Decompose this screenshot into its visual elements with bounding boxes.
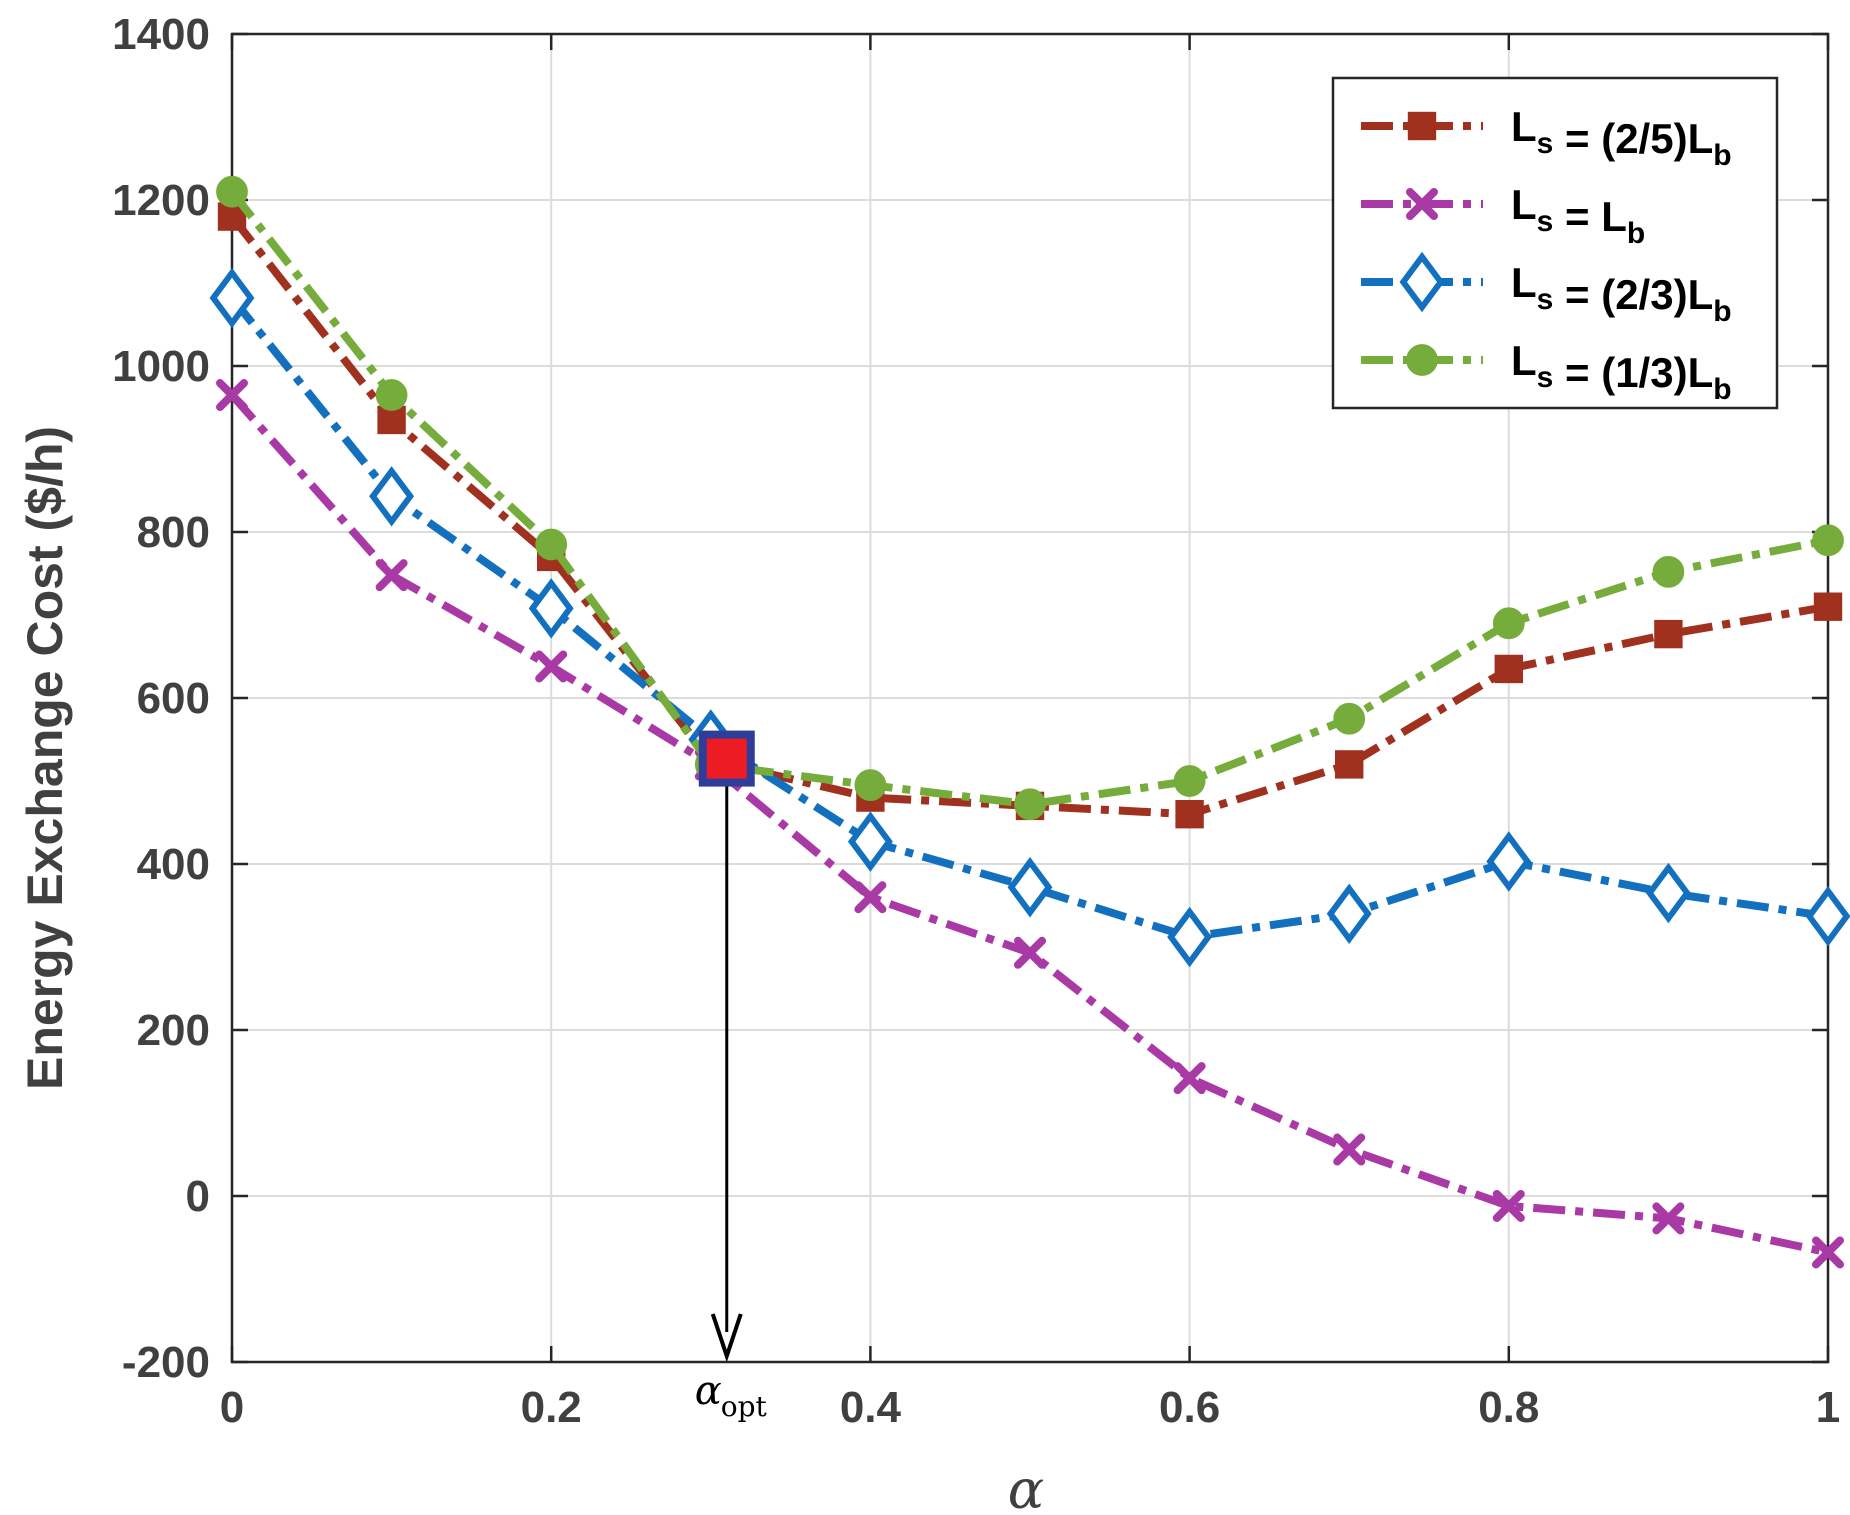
data-point xyxy=(1014,788,1046,821)
x-tick-label: 0.6 xyxy=(1159,1383,1220,1432)
data-point xyxy=(1333,1133,1366,1166)
data-point xyxy=(375,379,408,411)
data-point xyxy=(528,578,574,639)
legend-label: Ls = (2/3)Lb xyxy=(1511,259,1732,328)
data-point xyxy=(1812,1236,1844,1269)
series-line xyxy=(228,295,1829,942)
y-tick-label: 1400 xyxy=(112,10,210,59)
y-tick-label: 600 xyxy=(137,674,210,723)
legend-label: Ls = (1/3)Lb xyxy=(1511,337,1732,406)
annotation-label: α xyxy=(695,1368,722,1414)
data-point xyxy=(1492,1189,1525,1222)
legend-marker xyxy=(1406,188,1438,220)
tick-labels: 0 0.2 0.4 0.6 0.8 1-2000200400600800100012001… xyxy=(112,10,1840,1432)
data-point xyxy=(1813,592,1843,621)
y-axis-label: Energy Exchange Cost ($/h) xyxy=(17,426,73,1090)
y-tick-label: 800 xyxy=(137,508,210,557)
y-tick-label: 1000 xyxy=(112,342,210,391)
legend-label: Ls = Lb xyxy=(1511,181,1645,250)
x-tick-label: 0.4 xyxy=(840,1383,902,1432)
x-tick-label: 0 xyxy=(220,1383,244,1432)
data-point xyxy=(854,769,887,802)
x-axis-label: α xyxy=(1008,1458,1044,1515)
legend-box xyxy=(1331,76,1779,410)
annotation-subscript: opt xyxy=(721,1390,768,1423)
x-tick-label: 1 xyxy=(1816,1383,1840,1432)
data-point xyxy=(375,559,408,592)
legend-entry: Ls = (2/3)Lb xyxy=(1361,251,1732,328)
data-point xyxy=(1014,936,1046,969)
data-point xyxy=(1173,1062,1206,1095)
series-line xyxy=(228,189,1829,809)
data-point xyxy=(1652,555,1685,588)
data-point xyxy=(1007,857,1053,918)
legend-label: Ls = (2/5)Lb xyxy=(1511,103,1732,172)
data-point xyxy=(209,267,255,329)
data-point xyxy=(216,175,248,208)
data-point xyxy=(1654,619,1683,649)
data-point xyxy=(369,466,415,527)
data-point xyxy=(1333,702,1366,735)
legend: Ls = (2/5)Lb Ls = Lb Ls = (2/3)Lb Ls = (1/3… xyxy=(1331,76,1779,410)
data-point xyxy=(1812,524,1844,557)
legend-marker xyxy=(1399,251,1445,313)
data-point xyxy=(1652,1202,1685,1235)
annotation-arrowhead xyxy=(710,1313,743,1363)
data-point xyxy=(1173,765,1206,797)
data-point xyxy=(1805,886,1850,947)
y-tick-label: 0 xyxy=(186,1172,210,1221)
data-point xyxy=(854,881,887,914)
y-tick-label: -200 xyxy=(122,1338,210,1387)
x-tick-label: 0.2 xyxy=(521,1383,582,1432)
data-point xyxy=(1326,883,1372,945)
data-point xyxy=(1175,800,1204,829)
legend-entry: Ls = (2/5)Lb xyxy=(1361,103,1732,172)
data-point xyxy=(1494,654,1523,684)
x-tick-label: 0.8 xyxy=(1478,1383,1539,1432)
legend-marker xyxy=(1406,344,1438,376)
data-point xyxy=(1167,906,1213,968)
data-point xyxy=(216,379,248,412)
data-point xyxy=(535,650,568,683)
data-point xyxy=(1645,862,1691,924)
data-point xyxy=(1492,607,1525,640)
optimal-point-marker xyxy=(698,730,755,787)
legend-entry: Ls = Lb xyxy=(1361,181,1645,250)
y-tick-label: 200 xyxy=(137,1006,210,1055)
data-point xyxy=(535,528,568,561)
y-tick-label: 400 xyxy=(137,840,210,889)
data-point xyxy=(1335,750,1364,779)
y-tick-label: 1200 xyxy=(112,176,210,225)
data-point xyxy=(847,811,893,872)
legend-marker xyxy=(1407,111,1437,141)
legend-entry: Ls = (1/3)Lb xyxy=(1361,337,1732,406)
data-point xyxy=(1486,831,1532,892)
